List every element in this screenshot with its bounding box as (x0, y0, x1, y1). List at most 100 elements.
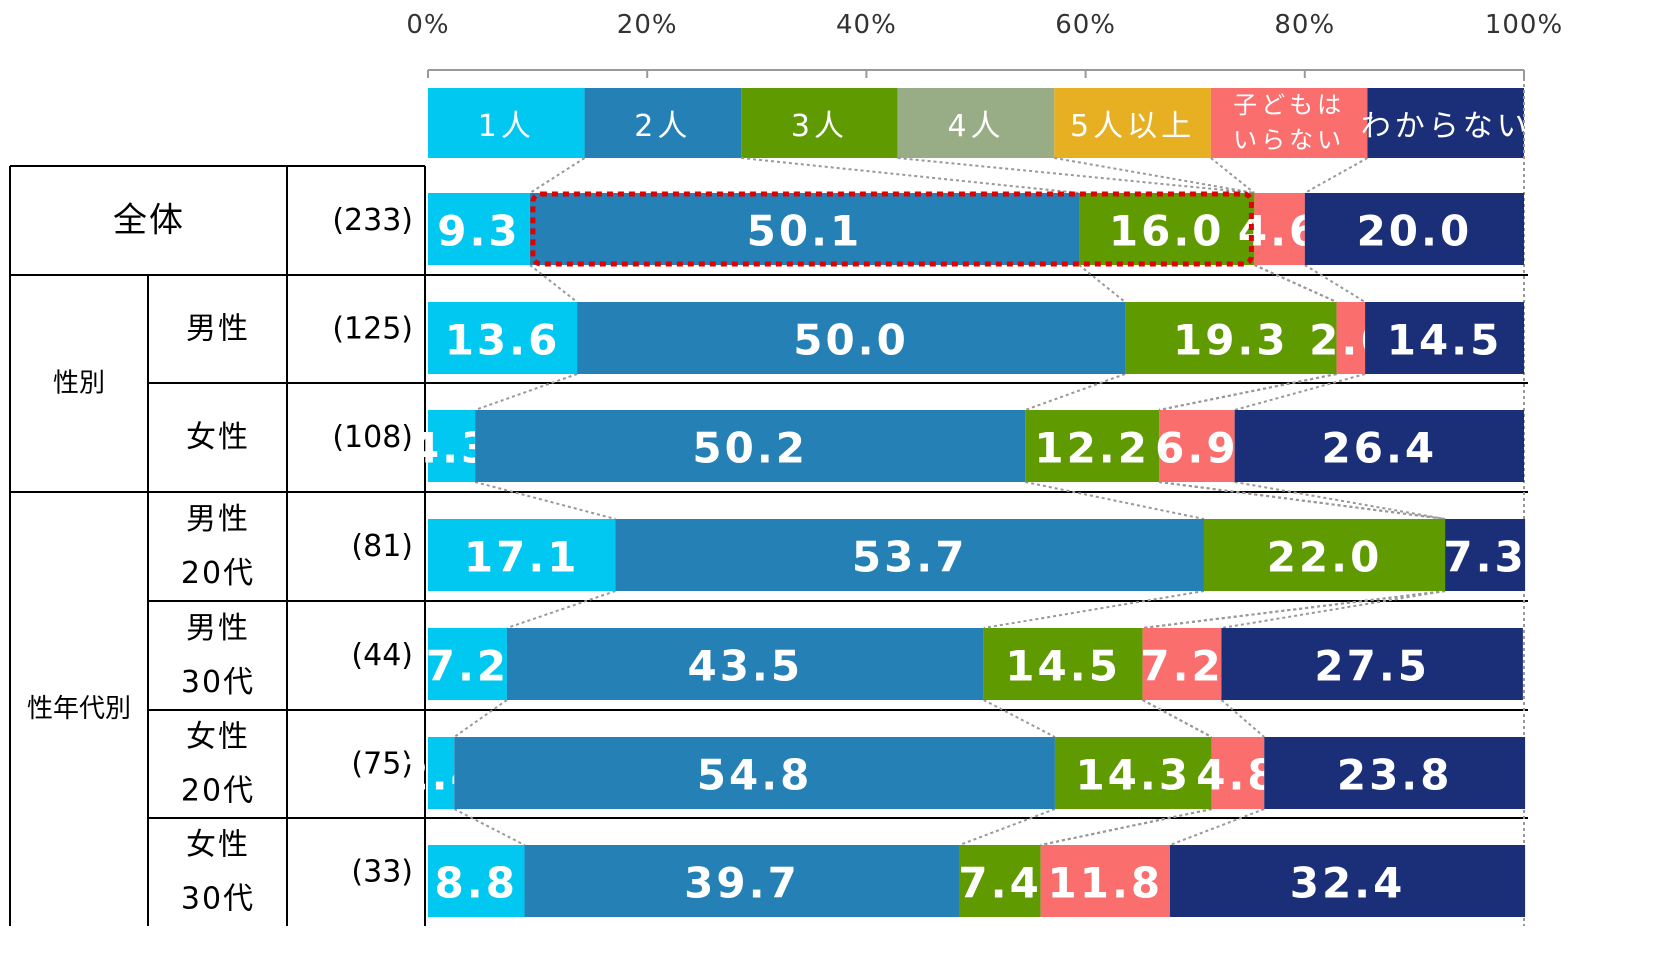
highlight-box (530, 191, 1254, 267)
connector-line (1158, 481, 1446, 520)
legend-entry: 5人以上 (1054, 88, 1211, 158)
connector-line (1234, 373, 1366, 411)
bar-segment (529, 193, 1080, 265)
data-label: 14.5 (1005, 642, 1121, 691)
connector-line (897, 157, 1255, 194)
data-label: 50.0 (793, 316, 909, 365)
data-label: 7.3 (1443, 533, 1526, 582)
bar-segment (428, 519, 616, 591)
legend-swatch (741, 88, 898, 158)
data-label: 11.8 (1048, 859, 1164, 908)
bar-segment (1304, 193, 1524, 265)
x-tick-label: 100% (1485, 10, 1563, 40)
bar-segment (1040, 845, 1170, 917)
row-count: (44) (351, 638, 413, 673)
connector-line (1304, 157, 1368, 194)
bar-segment (1079, 193, 1255, 265)
row-label: 男性 (186, 611, 250, 646)
bar-segment (1203, 519, 1446, 591)
bar-segment (1211, 737, 1265, 809)
connector-line (1304, 264, 1366, 303)
connector-line (453, 808, 525, 846)
connector-line (1158, 373, 1337, 411)
legend-label: わからない (1360, 109, 1531, 144)
data-label: 50.2 (692, 424, 808, 473)
connector-line (1210, 157, 1256, 194)
connector-line (1142, 590, 1446, 629)
bar-segment (1365, 302, 1524, 374)
connector-line (1025, 481, 1205, 520)
data-label: 14.5 (1387, 316, 1503, 365)
bar-segment (1264, 737, 1526, 809)
connector-line (529, 264, 578, 303)
row-label: 男性 (186, 312, 250, 347)
row-count: (33) (351, 855, 413, 890)
bar-segment (428, 410, 476, 482)
legend-entry: 2人 (585, 88, 742, 158)
legend-label: 1人 (477, 109, 535, 144)
data-label: 43.5 (687, 642, 803, 691)
connector-line (1040, 808, 1212, 846)
legend-entry: 子どもはいらない (1211, 88, 1368, 158)
row-count: (233) (332, 203, 413, 238)
connector-line (741, 157, 1080, 194)
bar-segment (1234, 410, 1524, 482)
data-label: 27.5 (1314, 642, 1430, 691)
connector-line (1054, 157, 1255, 194)
legend-entry: 1人 (428, 88, 585, 158)
legend-swatch (1367, 88, 1524, 158)
row-count: (81) (351, 529, 413, 564)
row-label: 男性 (186, 502, 250, 537)
legend-label: 子どもはいらない (1233, 91, 1346, 154)
connector-line (983, 590, 1205, 629)
legend-label: 2人 (634, 109, 692, 144)
bar-segment (428, 628, 507, 700)
legend-entry: わからない (1361, 88, 1527, 158)
bar-segment (1125, 302, 1337, 374)
row-label: 30代 (181, 665, 255, 700)
legend-swatch (1054, 88, 1211, 158)
bar-segment (577, 302, 1126, 374)
legend-entry: 3人 (741, 88, 898, 158)
group-label: 性年代別 (27, 694, 131, 724)
bar-segment (1445, 519, 1526, 591)
group-label: 性別 (53, 369, 105, 399)
data-label: 50.1 (747, 207, 863, 256)
data-label: 22.0 (1267, 533, 1383, 582)
row-label: 女性 (186, 420, 250, 455)
legend-swatch (584, 88, 742, 158)
bar-segment (1025, 410, 1160, 482)
connector-line (1220, 699, 1265, 738)
row-label: 30代 (181, 882, 255, 917)
row-label: 女性 (186, 828, 250, 863)
bar-segment (1054, 737, 1212, 809)
data-label: 17.1 (464, 533, 580, 582)
connector-line (529, 157, 586, 194)
connector-line (474, 481, 616, 520)
connector-line (1169, 808, 1265, 846)
connector-line (983, 699, 1056, 738)
bar-segment (428, 737, 455, 809)
bar-segment (1169, 845, 1526, 917)
bar-segment (428, 193, 530, 265)
row-count: (108) (332, 420, 413, 455)
connector-line (1142, 699, 1213, 738)
data-label: 53.7 (852, 533, 968, 582)
row-label: 女性 (186, 720, 250, 755)
data-label: 13.6 (445, 316, 561, 365)
bar-segment (1221, 628, 1523, 700)
bar-segment (524, 845, 960, 917)
data-label: 32.4 (1290, 859, 1406, 908)
legend-entry: 4人 (898, 88, 1055, 158)
legend-swatch (897, 88, 1055, 158)
connector-line (1234, 481, 1446, 520)
row-label: 全体 (113, 201, 185, 241)
x-tick-label: 20% (617, 10, 678, 40)
data-label: 54.8 (697, 751, 813, 800)
data-label: 7.4 (958, 859, 1041, 908)
data-label: 20.0 (1357, 207, 1473, 256)
legend-label: 4人 (947, 109, 1005, 144)
connector-line (959, 808, 1056, 846)
legend-swatch (428, 88, 585, 158)
